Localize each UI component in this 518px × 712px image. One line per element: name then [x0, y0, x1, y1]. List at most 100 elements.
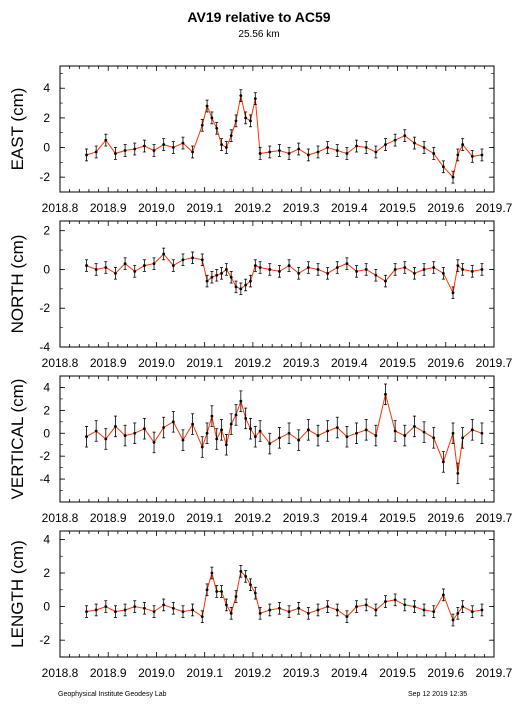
data-point — [181, 610, 185, 614]
data-point — [224, 268, 228, 271]
data-point — [94, 268, 98, 271]
data-point — [316, 608, 320, 612]
data-point — [215, 273, 219, 277]
data-point — [393, 268, 397, 271]
data-point — [224, 146, 228, 149]
data-point — [441, 271, 445, 275]
data-point — [200, 445, 204, 449]
data-point — [220, 590, 223, 593]
series-connector-line — [86, 394, 483, 474]
data-point — [456, 471, 460, 475]
data-point — [470, 428, 474, 432]
data-point — [133, 431, 137, 435]
data-point — [345, 152, 349, 155]
x-tick-label: 2019.6 — [427, 666, 464, 680]
x-tick-label: 2019.4 — [331, 666, 368, 680]
data-point — [403, 134, 407, 138]
plot-frame — [59, 530, 495, 658]
x-tick-label: 2019.5 — [379, 356, 416, 370]
data-point — [461, 143, 465, 146]
data-point — [210, 414, 214, 418]
x-tick-label: 2018.8 — [42, 356, 79, 370]
data-point — [85, 610, 88, 614]
y-tick-label: 2 — [43, 566, 50, 580]
data-point — [403, 266, 407, 269]
data-point — [253, 435, 257, 439]
x-tick-label: 2019.2 — [235, 201, 272, 215]
data-point — [461, 605, 465, 608]
data-point — [355, 605, 358, 608]
data-point — [432, 152, 436, 155]
data-point — [306, 266, 310, 269]
data-point — [239, 287, 243, 291]
data-point — [287, 431, 291, 435]
data-point — [470, 155, 474, 158]
data-point — [268, 150, 272, 154]
data-point — [393, 598, 397, 602]
data-point — [258, 429, 262, 433]
data-point — [422, 430, 426, 434]
data-point — [123, 149, 127, 152]
data-point — [253, 264, 257, 267]
data-point — [205, 431, 209, 435]
data-point — [133, 605, 137, 608]
data-point — [456, 264, 460, 267]
data-point — [234, 285, 238, 289]
y-tick-label: 4 — [43, 81, 50, 95]
plot-frame — [59, 375, 495, 503]
data-point — [249, 583, 252, 587]
data-point — [374, 434, 378, 437]
data-point — [470, 610, 474, 614]
data-point — [244, 283, 248, 287]
data-point — [210, 116, 214, 120]
data-point — [287, 152, 291, 155]
data-point — [268, 268, 272, 271]
data-point — [220, 143, 223, 146]
x-tick-label: 2019.5 — [379, 201, 416, 215]
y-tick-label: -4 — [39, 472, 50, 486]
data-point — [142, 264, 146, 267]
data-point — [335, 149, 339, 152]
data-point — [403, 603, 407, 607]
x-tick-label: 2019.7 — [476, 201, 513, 215]
data-point — [114, 271, 117, 275]
x-tick-label: 2019.3 — [283, 356, 320, 370]
y-tick-label: -4 — [39, 340, 50, 354]
data-point — [114, 152, 117, 155]
data-point — [306, 153, 310, 157]
data-point — [123, 608, 127, 612]
data-point — [249, 119, 252, 123]
series-connector-line — [86, 95, 482, 179]
data-point — [345, 262, 349, 266]
y-tick-label: 2 — [43, 403, 50, 417]
data-point — [297, 438, 301, 442]
data-point — [215, 590, 219, 593]
data-point — [191, 150, 195, 154]
data-point — [142, 427, 146, 431]
data-point — [205, 279, 209, 283]
x-tick-label: 2019.1 — [186, 666, 223, 680]
data-point — [268, 442, 272, 445]
data-point — [181, 141, 185, 145]
data-point — [191, 422, 195, 426]
plot-frame — [59, 65, 495, 193]
x-tick-label: 2019.3 — [283, 201, 320, 215]
data-point — [229, 275, 233, 279]
data-point — [142, 144, 146, 148]
data-point — [451, 175, 455, 179]
data-point — [413, 271, 416, 275]
data-point — [451, 291, 455, 295]
data-point — [123, 262, 127, 266]
data-point — [422, 608, 426, 612]
x-tick-label: 2018.8 — [42, 201, 79, 215]
x-tick-label: 2018.9 — [90, 201, 127, 215]
data-point — [171, 606, 175, 610]
x-tick-label: 2018.9 — [90, 511, 127, 525]
data-point — [480, 153, 484, 157]
data-point — [456, 153, 460, 157]
data-point — [422, 268, 426, 271]
data-point — [152, 149, 156, 152]
y-axis-label: VERTICAL (cm) — [8, 379, 27, 500]
data-point — [326, 146, 330, 149]
data-point — [393, 138, 397, 142]
